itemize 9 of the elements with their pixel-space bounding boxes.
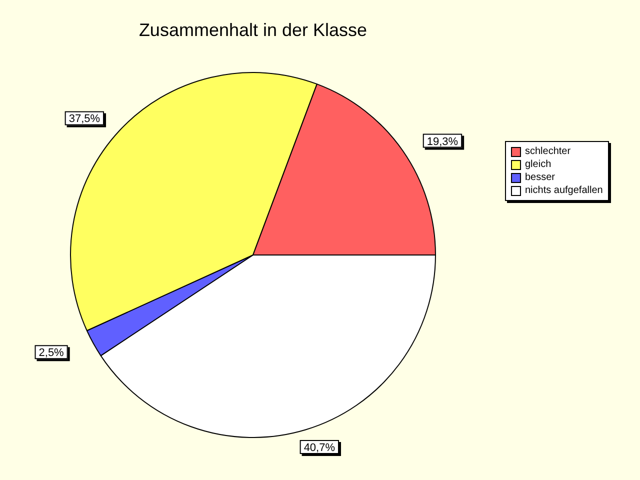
data-label: 2,5% <box>38 347 64 360</box>
data-label: 19,3% <box>426 136 458 148</box>
data-label: 37,5% <box>68 113 100 126</box>
data-label: 40,7% <box>304 442 336 454</box>
legend-label: schlechter <box>525 145 571 158</box>
legend-label: gleich <box>525 158 552 171</box>
legend-label: nichts aufgefallen <box>525 184 603 197</box>
chart-title: Zusammenhalt in der Klasse <box>138 20 368 41</box>
legend-label: besser <box>525 171 556 184</box>
